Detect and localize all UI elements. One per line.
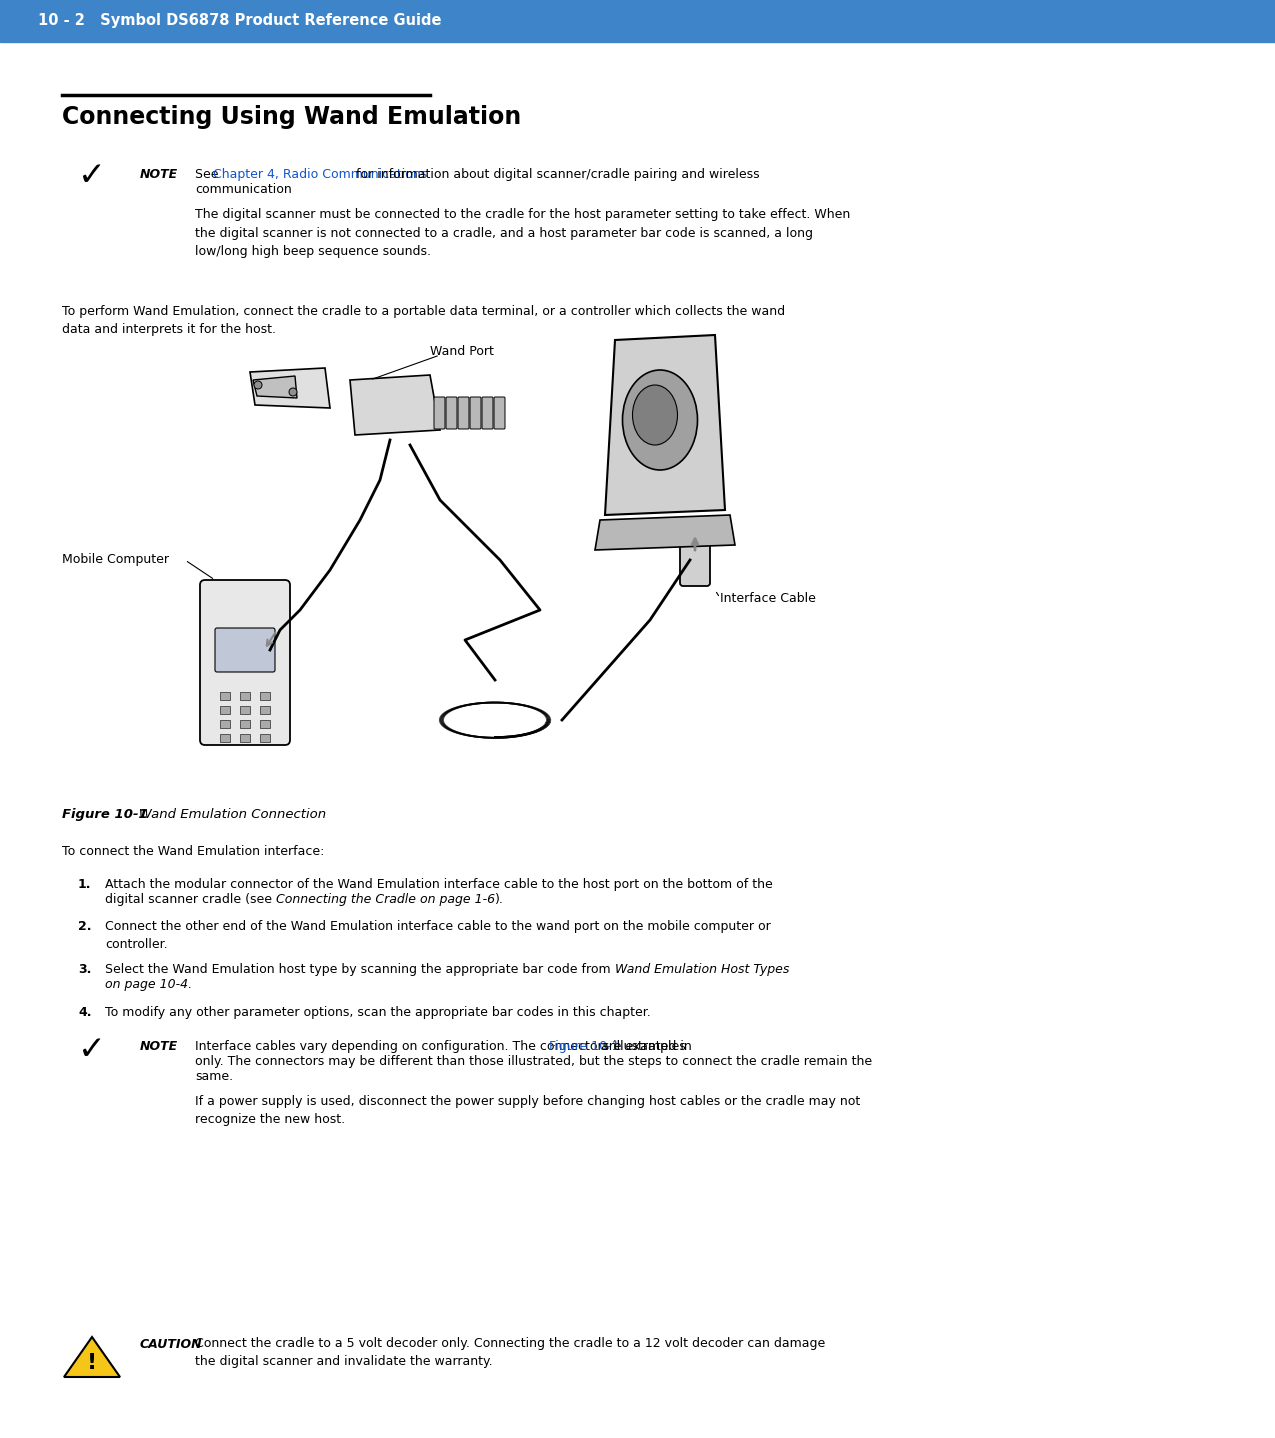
Text: 3.: 3. [78,963,92,976]
Text: 10 - 2   Symbol DS6878 Product Reference Guide: 10 - 2 Symbol DS6878 Product Reference G… [38,13,441,29]
Bar [240,706,250,715]
Text: 1.: 1. [78,879,92,892]
Text: Connecting the Cradle on page 1-6: Connecting the Cradle on page 1-6 [275,893,495,906]
Text: If a power supply is used, disconnect the power supply before changing host cabl: If a power supply is used, disconnect th… [195,1094,861,1126]
Text: for information about digital scanner/cradle pairing and wireless: for information about digital scanner/cr… [352,168,760,181]
Text: ✓: ✓ [78,158,106,191]
Bar [260,692,270,700]
Text: Figure 10-1: Figure 10-1 [548,1040,620,1053]
Bar [260,720,270,728]
Text: Connect the other end of the Wand Emulation interface cable to the wand port on : Connect the other end of the Wand Emulat… [105,920,771,952]
Polygon shape [64,1337,120,1378]
Circle shape [254,381,261,390]
Text: Interface cables vary depending on configuration. The connectors illustrated in: Interface cables vary depending on confi… [195,1040,696,1053]
Text: Mobile Computer: Mobile Computer [62,554,170,567]
Text: only. The connectors may be different than those illustrated, but the steps to c: only. The connectors may be different th… [195,1055,872,1068]
Bar [0,0,1275,42]
Text: ✓: ✓ [78,1034,106,1067]
Text: Wand Emulation Host Types: Wand Emulation Host Types [615,963,789,976]
Text: NOTE: NOTE [140,168,178,181]
Polygon shape [250,368,330,408]
FancyBboxPatch shape [680,535,710,587]
Polygon shape [595,515,734,549]
Ellipse shape [622,370,697,470]
Ellipse shape [632,385,677,444]
Polygon shape [351,375,440,436]
Text: Connect the cradle to a 5 volt decoder only. Connecting the cradle to a 12 volt : Connect the cradle to a 5 volt decoder o… [195,1337,825,1369]
Text: 4.: 4. [78,1007,92,1020]
Text: See: See [195,168,223,181]
Bar [260,706,270,715]
Text: Attach the modular connector of the Wand Emulation interface cable to the host p: Attach the modular connector of the Wand… [105,879,773,892]
Text: !: ! [87,1353,97,1373]
Bar [221,720,230,728]
Text: 2.: 2. [78,920,92,933]
Text: Connecting Using Wand Emulation: Connecting Using Wand Emulation [62,105,521,129]
FancyBboxPatch shape [493,397,505,429]
Text: Chapter 4, Radio Communications: Chapter 4, Radio Communications [213,168,427,181]
FancyBboxPatch shape [215,628,275,672]
Bar [221,692,230,700]
Text: same.: same. [195,1070,233,1083]
Text: Wand Port: Wand Port [430,345,493,358]
Bar [221,706,230,715]
Bar [260,733,270,742]
Text: digital scanner cradle (see: digital scanner cradle (see [105,893,275,906]
Text: NOTE: NOTE [140,1040,178,1053]
Circle shape [289,388,297,395]
Text: Select the Wand Emulation host type by scanning the appropriate bar code from: Select the Wand Emulation host type by s… [105,963,615,976]
Bar [240,692,250,700]
Text: are examples: are examples [597,1040,686,1053]
Text: on page 10-4.: on page 10-4. [105,978,193,991]
FancyBboxPatch shape [200,580,289,745]
Polygon shape [252,375,297,398]
Text: Figure 10-1: Figure 10-1 [62,808,148,821]
Text: ).: ). [495,893,504,906]
FancyBboxPatch shape [458,397,469,429]
Text: To connect the Wand Emulation interface:: To connect the Wand Emulation interface: [62,846,324,858]
Text: CAUTION: CAUTION [140,1339,203,1352]
Text: Interface Cable: Interface Cable [720,591,816,604]
Bar [221,733,230,742]
FancyBboxPatch shape [470,397,481,429]
Text: communication: communication [195,183,292,196]
Text: Wand Emulation Connection: Wand Emulation Connection [126,808,326,821]
Bar [240,720,250,728]
FancyBboxPatch shape [434,397,445,429]
Text: The digital scanner must be connected to the cradle for the host parameter setti: The digital scanner must be connected to… [195,209,850,257]
Text: To perform Wand Emulation, connect the cradle to a portable data terminal, or a : To perform Wand Emulation, connect the c… [62,305,785,336]
Text: To modify any other parameter options, scan the appropriate bar codes in this ch: To modify any other parameter options, s… [105,1007,650,1020]
Bar [240,733,250,742]
FancyBboxPatch shape [482,397,493,429]
FancyBboxPatch shape [446,397,456,429]
Polygon shape [606,335,725,515]
